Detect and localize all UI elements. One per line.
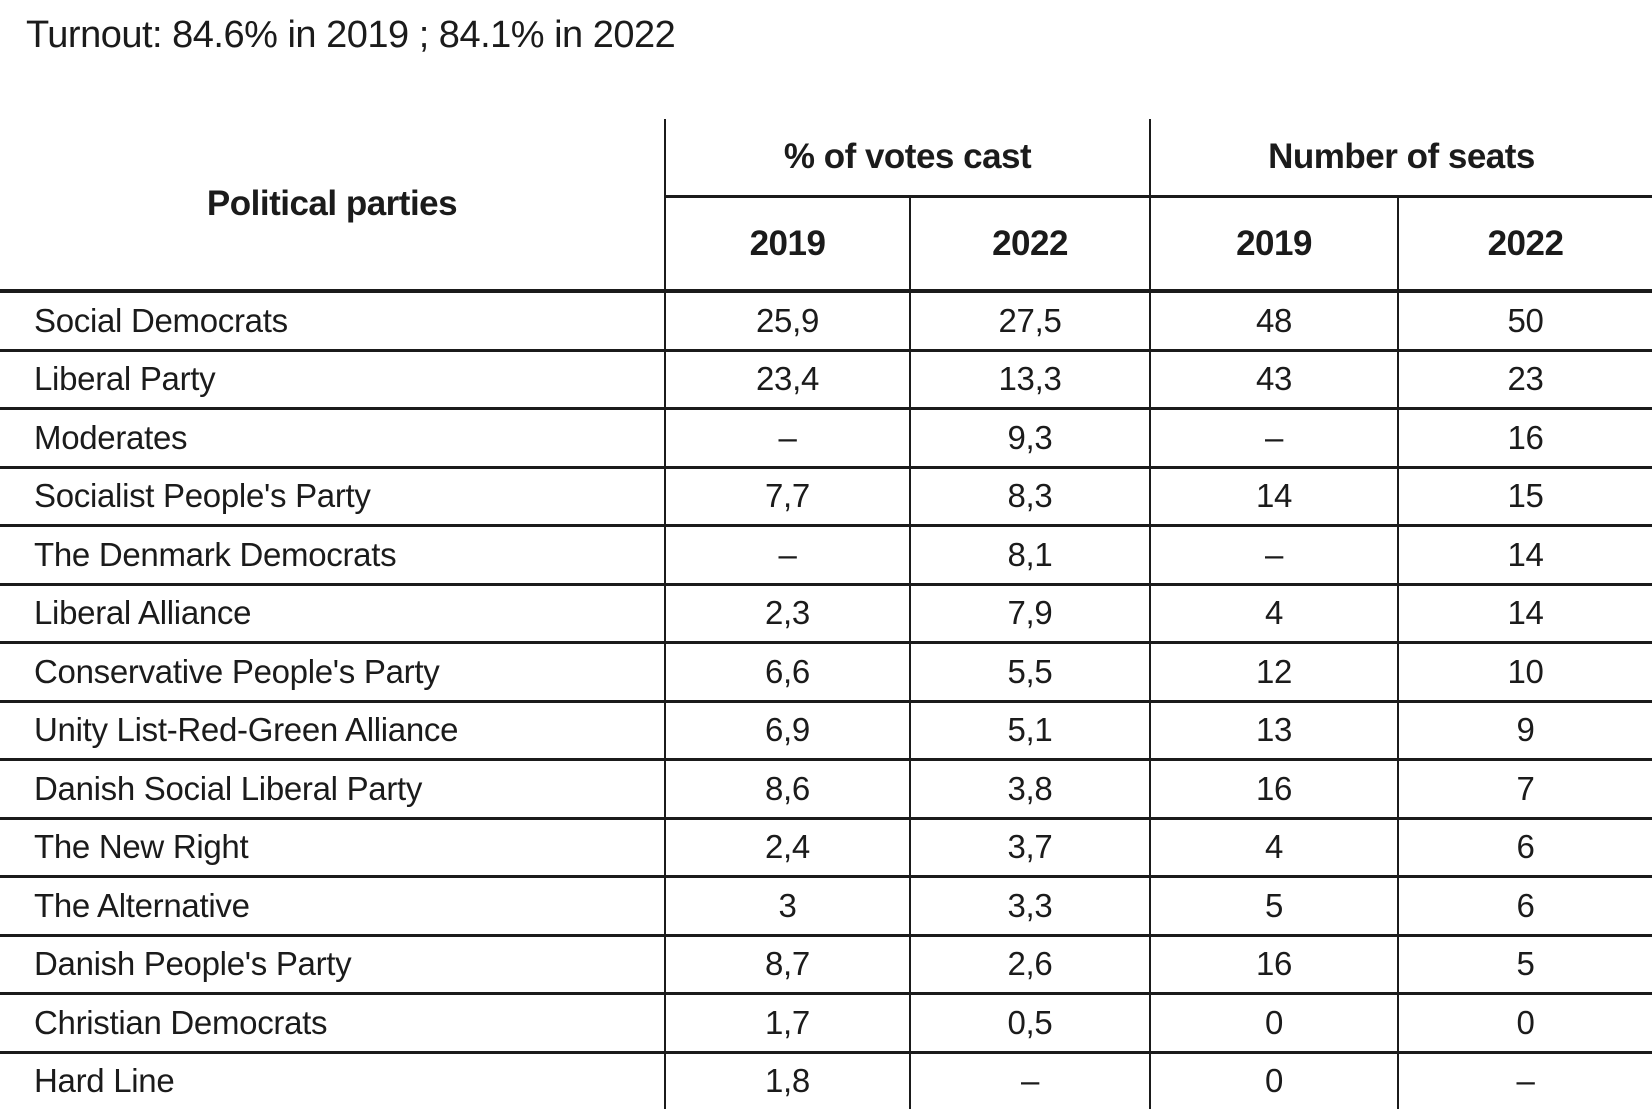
seats-2022-cell: 6 — [1397, 818, 1652, 877]
votes-2022-cell: 13,3 — [909, 350, 1150, 409]
votes-2019-cell: 1,7 — [664, 993, 910, 1052]
party-name-cell: Danish People's Party — [34, 945, 352, 983]
page-title: Turnout: 84.6% in 2019 ; 84.1% in 2022 — [26, 14, 676, 56]
table-row: Conservative People's Party 6,6 5,5 12 10 — [0, 642, 1652, 701]
table-row: Socialist People's Party 7,7 8,3 14 15 — [0, 467, 1652, 526]
votes-2019-cell: 25,9 — [664, 291, 910, 350]
party-name-cell: Conservative People's Party — [34, 652, 440, 690]
table-row: Moderates –9,3–16 — [0, 408, 1652, 467]
seats-2022-cell: 16 — [1397, 408, 1652, 467]
seats-2022-cell: – — [1397, 1052, 1652, 1109]
votes-2022-cell: 3,8 — [909, 759, 1150, 818]
seats-2022-cell: 6 — [1397, 876, 1652, 935]
table-row: Christian Democrats 1,7 0,5 0 0 — [0, 993, 1652, 1052]
votes-2022-cell: 9,3 — [909, 408, 1150, 467]
seats-2022-cell: 14 — [1397, 525, 1652, 584]
party-name-cell: Liberal Alliance — [34, 594, 252, 632]
seats-2019-cell: 4 — [1149, 818, 1398, 877]
seats-2019-cell: 4 — [1149, 584, 1398, 643]
seats-2019-cell: 12 — [1149, 642, 1398, 701]
seats-2019-cell: 0 — [1149, 993, 1398, 1052]
votes-2022-cell: 3,3 — [909, 876, 1150, 935]
party-name-cell: Moderates — [34, 418, 188, 456]
party-name-cell: Hard Line — [34, 1062, 175, 1100]
table-header: Political parties % of votes cast Number… — [0, 119, 1652, 293]
seats-2022-cell: 23 — [1397, 350, 1652, 409]
party-name-cell: Socialist People's Party — [34, 477, 371, 515]
seats-2019-cell: 48 — [1149, 291, 1398, 350]
party-name-cell: Christian Democrats — [34, 1003, 328, 1041]
table-row: Social Democrats 25,9 27,5 48 50 — [0, 291, 1652, 350]
seats-2019-cell: 14 — [1149, 467, 1398, 526]
votes-2022-cell: 3,7 — [909, 818, 1150, 877]
seats-2019-cell: 43 — [1149, 350, 1398, 409]
election-results-table: Political parties % of votes cast Number… — [0, 119, 1652, 1109]
seats-2022-cell: 50 — [1397, 291, 1652, 350]
votes-2022-cell: – — [909, 1052, 1150, 1109]
table-body: Social Democrats 25,9 27,5 48 50 Liberal Part… — [0, 291, 1652, 1109]
votes-2019-cell: 7,7 — [664, 467, 910, 526]
seats-2019-cell: – — [1149, 408, 1398, 467]
party-name-cell: The Denmark Democrats — [34, 535, 397, 573]
seats-2019-cell: – — [1149, 525, 1398, 584]
seats-2022-header: 2022 — [1397, 196, 1652, 293]
seats-2022-cell: 9 — [1397, 701, 1652, 760]
votes-2022-cell: 5,5 — [909, 642, 1150, 701]
votes-2022-cell: 0,5 — [909, 993, 1150, 1052]
seats-2019-cell: 0 — [1149, 1052, 1398, 1109]
table-row: Hard Line 1,8–0– — [0, 1052, 1652, 1109]
seats-2019-cell: 16 — [1149, 759, 1398, 818]
votes-2019-cell: 1,8 — [664, 1052, 910, 1109]
party-name-cell: Liberal Party — [34, 360, 216, 398]
votes-2019-cell: 6,9 — [664, 701, 910, 760]
seats-2022-cell: 14 — [1397, 584, 1652, 643]
votes-2019-cell: 23,4 — [664, 350, 910, 409]
votes-2019-cell: 2,3 — [664, 584, 910, 643]
votes-2019-cell: 8,6 — [664, 759, 910, 818]
votes-cast-group-header: % of votes cast — [664, 119, 1150, 198]
seats-2022-cell: 7 — [1397, 759, 1652, 818]
votes-2019-cell: 8,7 — [664, 935, 910, 994]
votes-2019-cell: 2,4 — [664, 818, 910, 877]
table-row: The Denmark Democrats –8,1–14 — [0, 525, 1652, 584]
group-header-row: Political parties % of votes cast Number… — [0, 119, 1652, 293]
votes-2022-cell: 5,1 — [909, 701, 1150, 760]
table-row: Liberal Alliance 2,3 7,9 4 14 — [0, 584, 1652, 643]
votes-2022-cell: 8,1 — [909, 525, 1150, 584]
seats-2022-cell: 10 — [1397, 642, 1652, 701]
table-row: The New Right 2,4 3,7 4 6 — [0, 818, 1652, 877]
seats-2022-cell: 15 — [1397, 467, 1652, 526]
table-row: Danish People's Party 8,7 2,6 16 5 — [0, 935, 1652, 994]
seats-2019-cell: 16 — [1149, 935, 1398, 994]
number-of-seats-group-header: Number of seats — [1149, 119, 1652, 198]
votes-2019-cell: – — [664, 525, 910, 584]
page: Turnout: 84.6% in 2019 ; 84.1% in 2022 P… — [0, 14, 1652, 1109]
seats-2019-cell: 5 — [1149, 876, 1398, 935]
seats-2022-cell: 5 — [1397, 935, 1652, 994]
table-row: Unity List-Red-Green Alliance 6,9 5,1 13 9 — [0, 701, 1652, 760]
votes-2019-header: 2019 — [664, 196, 910, 293]
party-name-cell: The New Right — [34, 828, 249, 866]
party-name-cell: Social Democrats — [34, 301, 288, 339]
seats-2019-cell: 13 — [1149, 701, 1398, 760]
table-row: The Alternative 3 3,3 5 6 — [0, 876, 1652, 935]
votes-2022-header: 2022 — [909, 196, 1150, 293]
votes-2022-cell: 8,3 — [909, 467, 1150, 526]
party-name-cell: Danish Social Liberal Party — [34, 769, 423, 807]
votes-2019-cell: 6,6 — [664, 642, 910, 701]
votes-2022-cell: 7,9 — [909, 584, 1150, 643]
seats-2019-header: 2019 — [1149, 196, 1398, 293]
table-row: Liberal Party 23,4 13,3 43 23 — [0, 350, 1652, 409]
party-name-cell: Unity List-Red-Green Alliance — [34, 711, 459, 749]
party-name-cell: The Alternative — [34, 886, 250, 924]
table-row: Danish Social Liberal Party 8,6 3,8 16 7 — [0, 759, 1652, 818]
votes-2022-cell: 2,6 — [909, 935, 1150, 994]
year-header-row: 2019 2022 2019 2022 — [0, 196, 1652, 293]
votes-2019-cell: 3 — [664, 876, 910, 935]
seats-2022-cell: 0 — [1397, 993, 1652, 1052]
votes-2019-cell: – — [664, 408, 910, 467]
votes-2022-cell: 27,5 — [909, 291, 1150, 350]
political-parties-header: Political parties — [0, 119, 666, 293]
